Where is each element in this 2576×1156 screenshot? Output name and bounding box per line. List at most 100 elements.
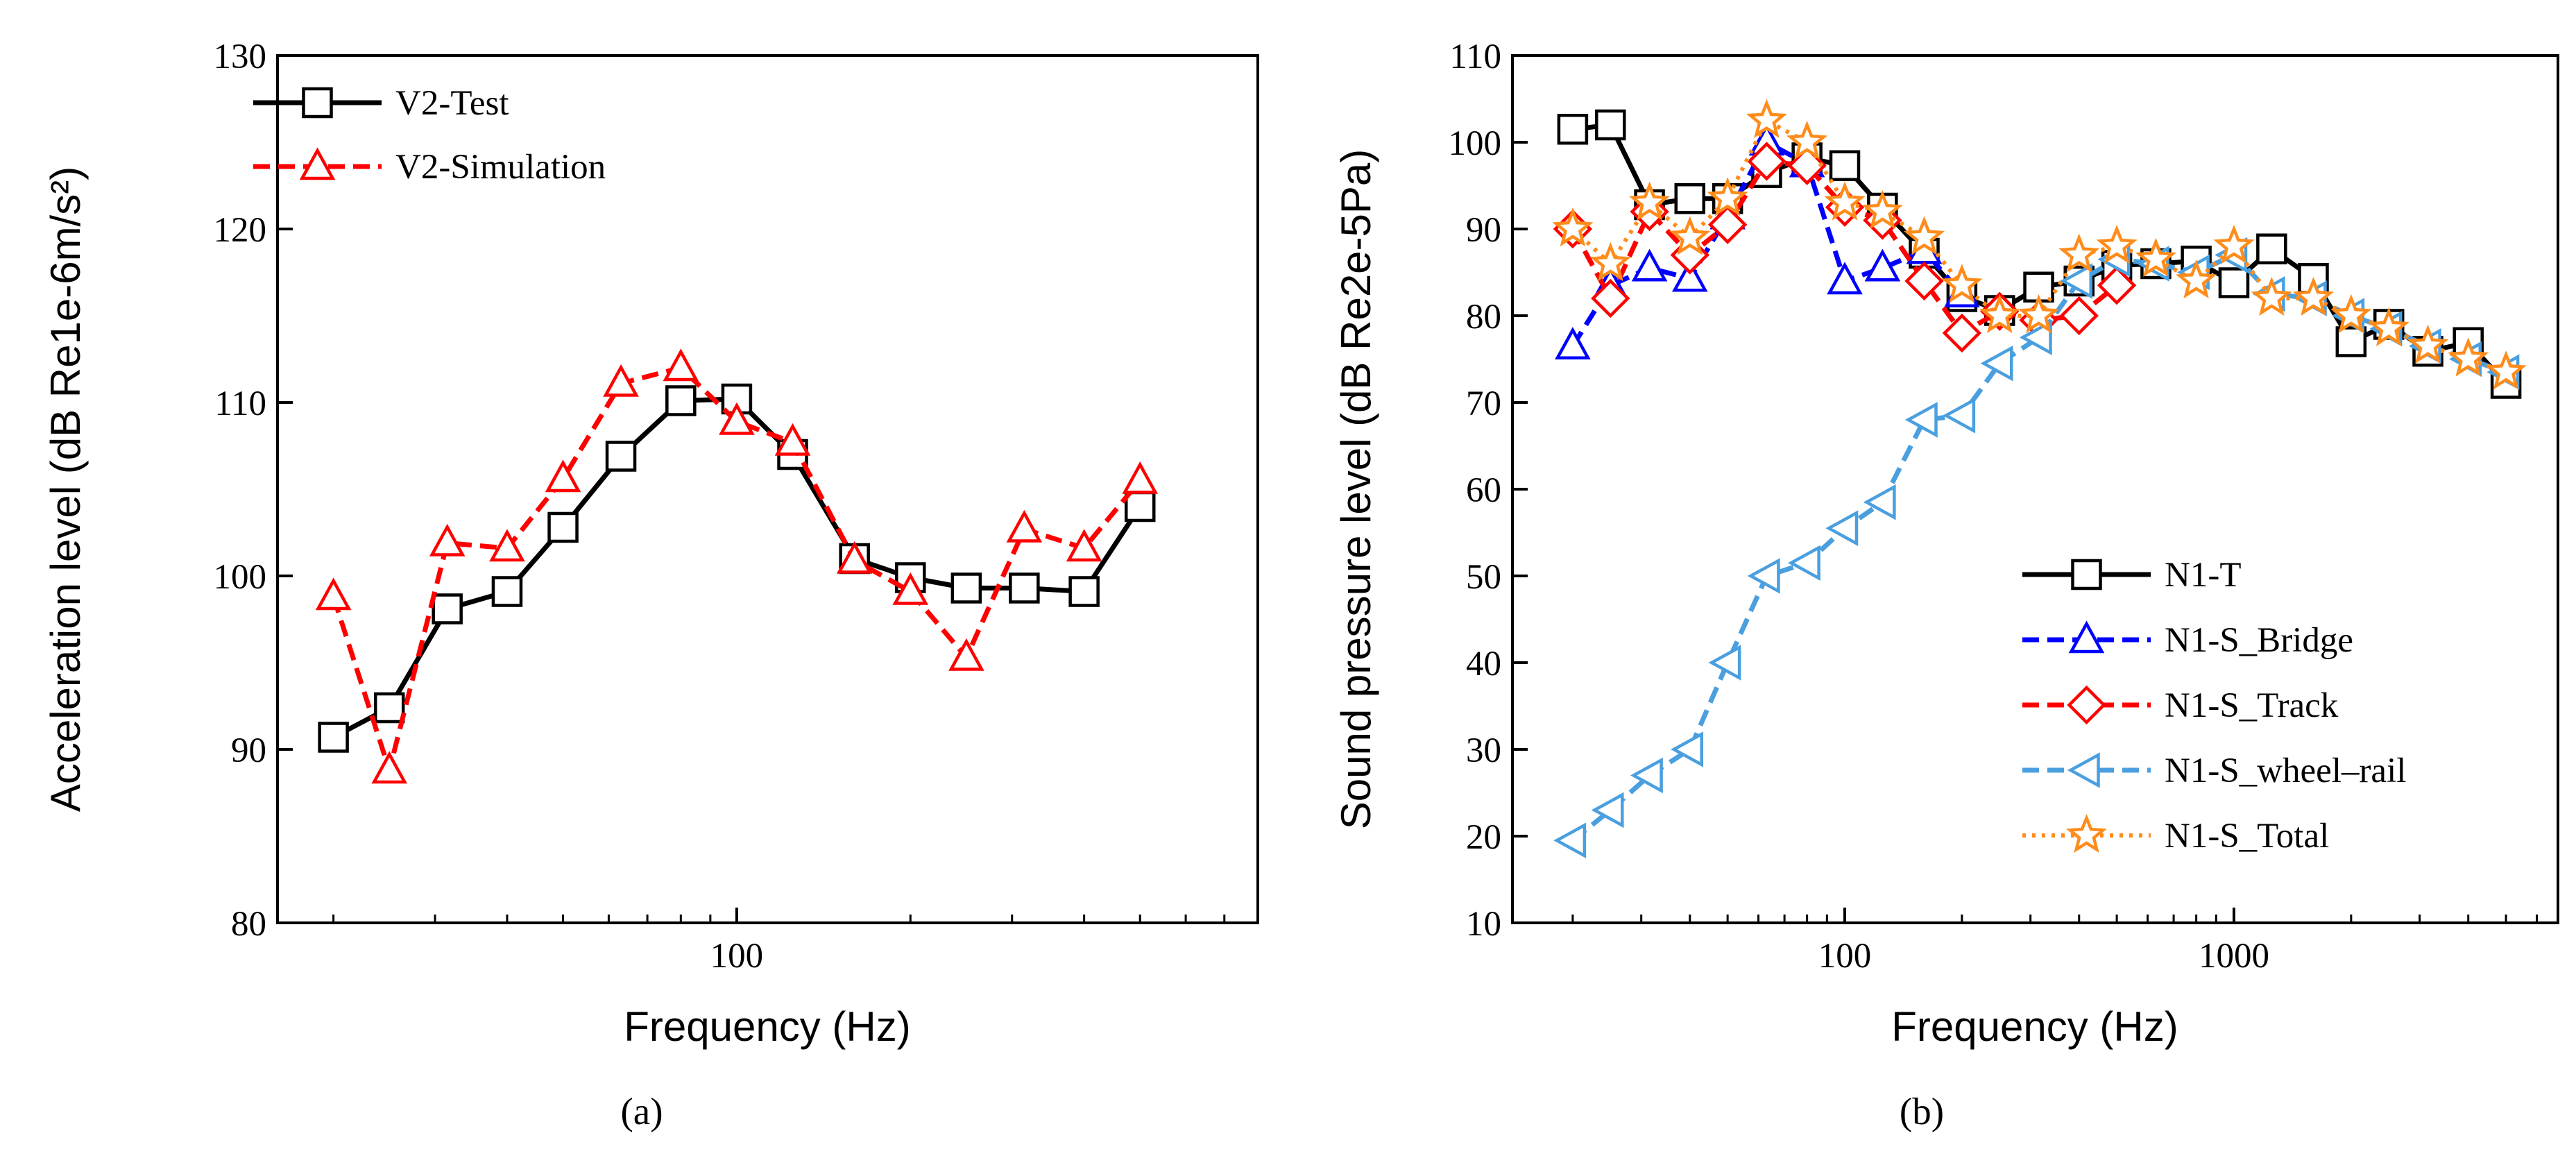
data-point bbox=[1943, 397, 1976, 434]
panel-label-a: (a) bbox=[620, 1090, 663, 1132]
data-point bbox=[1941, 264, 1983, 303]
data-point bbox=[774, 423, 811, 456]
data-point bbox=[318, 722, 349, 753]
data-point bbox=[2335, 326, 2367, 357]
y-tick-label: 80 bbox=[231, 905, 266, 944]
data-point bbox=[1942, 313, 1982, 353]
data-point bbox=[1669, 216, 1711, 255]
data-point bbox=[2292, 276, 2335, 316]
y-tick-label: 60 bbox=[1466, 471, 1501, 510]
data-point bbox=[1553, 822, 1587, 859]
data-point bbox=[1708, 645, 1741, 681]
y-tick-label: 50 bbox=[1466, 558, 1501, 597]
data-point bbox=[1903, 216, 1945, 255]
data-point bbox=[663, 348, 699, 382]
data-point bbox=[2213, 224, 2255, 264]
data-point bbox=[547, 511, 579, 543]
legend-b: N1-T N1-S_Bridge N1-S_Track N1-S_wheel–rail… bbox=[2022, 556, 2406, 856]
legend-label: V2-Simulation bbox=[395, 148, 606, 187]
data-point bbox=[948, 638, 984, 671]
data-point bbox=[665, 385, 697, 416]
data-point bbox=[1631, 248, 1668, 282]
y-tick-label: 90 bbox=[1466, 211, 1501, 250]
legend-marker bbox=[2065, 813, 2108, 853]
series-group-a bbox=[315, 348, 1159, 784]
data-point bbox=[1707, 177, 1748, 216]
data-point bbox=[1671, 731, 1704, 767]
data-point bbox=[2176, 259, 2217, 299]
x-tick-label: 1000 bbox=[2199, 937, 2269, 976]
legend-marker bbox=[2067, 685, 2106, 725]
data-point bbox=[950, 572, 982, 604]
plot-frame-b bbox=[1511, 54, 2559, 924]
data-point bbox=[1066, 529, 1102, 562]
data-point bbox=[371, 751, 408, 784]
data-point bbox=[429, 523, 466, 556]
data-point bbox=[373, 692, 405, 724]
legend-marker bbox=[299, 147, 336, 180]
data-point bbox=[2256, 233, 2287, 264]
data-point bbox=[2368, 307, 2409, 346]
legend-label: N1-S_wheel–rail bbox=[2165, 751, 2406, 790]
data-point bbox=[1827, 262, 1863, 295]
data-point bbox=[1861, 189, 1903, 230]
data-point bbox=[1674, 183, 1706, 214]
legend-marker bbox=[2067, 752, 2100, 788]
chart-panel-b: 10 20 30 40 50 60 70 80 90 100 110 100 1000 Frequen… bbox=[1333, 37, 2559, 1132]
data-point bbox=[1552, 207, 1594, 247]
data-point bbox=[1589, 241, 1631, 282]
y-tick-label: 10 bbox=[1466, 905, 1501, 944]
legend-item: V2-Test bbox=[253, 84, 509, 123]
y-tick-label: 110 bbox=[214, 384, 266, 423]
chart-panel-a: 80 90 100 110 120 130 100 Frequency (Hz) Acce… bbox=[42, 37, 1259, 1132]
y-tick-label: 120 bbox=[214, 211, 267, 250]
data-point bbox=[1557, 114, 1589, 145]
data-point bbox=[2448, 337, 2489, 377]
data-point bbox=[1591, 792, 1624, 828]
y-tick-label: 100 bbox=[1449, 124, 1502, 163]
data-point bbox=[1009, 572, 1040, 604]
data-point bbox=[1787, 545, 1820, 581]
y-tick-label: 30 bbox=[1466, 731, 1501, 770]
y-axis-label-b: Sound pressure level (dB Re2e-5Pa) bbox=[1333, 149, 1379, 830]
data-point bbox=[2096, 224, 2138, 264]
data-point bbox=[1595, 109, 1626, 141]
y-tick-label: 130 bbox=[214, 37, 267, 76]
data-point bbox=[2019, 319, 2052, 356]
data-point bbox=[1591, 278, 1630, 318]
series-group-b bbox=[1552, 99, 2527, 859]
data-point bbox=[2135, 237, 2176, 277]
y-tick-label: 110 bbox=[1449, 37, 1501, 76]
data-point bbox=[836, 541, 873, 574]
legend-item: N1-T bbox=[2022, 556, 2241, 595]
legend-label: N1-T bbox=[2165, 556, 2241, 595]
data-point bbox=[1006, 509, 1043, 543]
series-v2-test bbox=[318, 383, 1156, 753]
data-point bbox=[2018, 294, 2060, 334]
data-point bbox=[1068, 576, 1100, 607]
data-point bbox=[1747, 142, 1786, 181]
data-point bbox=[1671, 259, 1708, 292]
y-tick-label: 80 bbox=[1466, 298, 1501, 337]
data-point bbox=[2251, 276, 2292, 316]
legend-label: V2-Test bbox=[395, 84, 509, 123]
y-axis-ticks-b: 10 20 30 40 50 60 70 80 90 100 110 bbox=[1449, 37, 1528, 944]
data-point bbox=[719, 402, 755, 435]
x-axis-ticks-b: 100 1000 bbox=[1571, 908, 2539, 976]
x-tick-label: 100 bbox=[1818, 937, 1872, 976]
data-point bbox=[1629, 181, 1671, 221]
data-point bbox=[2407, 324, 2449, 364]
data-point bbox=[2059, 296, 2099, 336]
y-tick-label: 90 bbox=[231, 731, 266, 770]
data-point bbox=[1980, 345, 2013, 382]
data-point bbox=[2097, 266, 2137, 305]
legend-item: N1-S_Bridge bbox=[2022, 620, 2353, 660]
legend-label: N1-S_Bridge bbox=[2165, 621, 2353, 660]
data-point bbox=[1829, 150, 1861, 181]
legend-label: N1-S_Track bbox=[2165, 686, 2339, 725]
data-point bbox=[1904, 261, 1944, 301]
legend-item: N1-S_Track bbox=[2022, 685, 2339, 725]
y-tick-label: 20 bbox=[1466, 818, 1501, 857]
legend-item: V2-Simulation bbox=[253, 147, 606, 187]
